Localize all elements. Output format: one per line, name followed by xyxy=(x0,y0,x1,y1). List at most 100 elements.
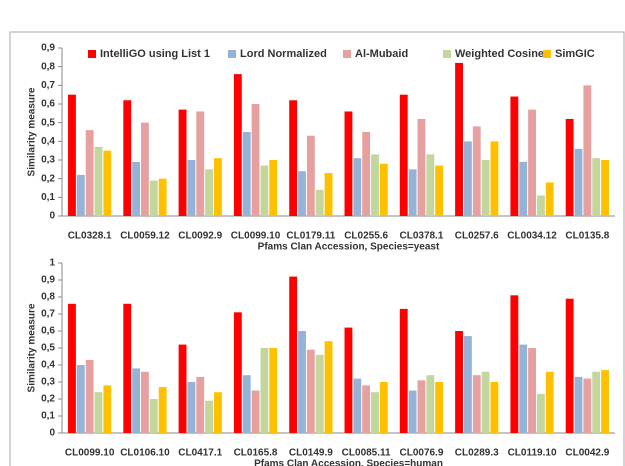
bar xyxy=(269,160,278,216)
x-tick-label: CL0034.12 xyxy=(507,231,557,242)
bar xyxy=(85,359,94,433)
legend-swatch xyxy=(543,50,551,58)
y-tick-label: 0,1 xyxy=(41,411,55,422)
legend-swatch xyxy=(443,50,451,58)
bar xyxy=(463,336,472,433)
y-tick-label: 0 xyxy=(49,428,55,439)
bar xyxy=(545,371,554,433)
y-tick-label: 1 xyxy=(49,258,55,269)
bar xyxy=(103,150,112,216)
x-tick-label: CL0179.11 xyxy=(286,231,335,242)
bar xyxy=(233,74,242,216)
bar xyxy=(519,161,528,216)
bar xyxy=(601,370,609,433)
bar xyxy=(315,354,324,433)
x-tick-label: CL0085.11 xyxy=(342,448,391,459)
bar xyxy=(426,154,435,216)
legend-swatch xyxy=(228,50,236,58)
bar xyxy=(536,195,545,216)
bar xyxy=(158,387,167,433)
y-tick-label: 0,8 xyxy=(41,292,55,303)
bar xyxy=(545,182,554,216)
bar xyxy=(519,344,528,433)
bar xyxy=(251,390,260,433)
y-tick-label: 0,4 xyxy=(41,136,55,147)
bar xyxy=(455,62,463,216)
x-tick-label: CL0289.3 xyxy=(455,448,499,459)
bar xyxy=(481,160,490,216)
bar xyxy=(214,158,222,216)
x-tick-label: CL0417.1 xyxy=(178,448,222,459)
bar xyxy=(123,303,132,433)
bar xyxy=(132,368,141,433)
x-tick-label: CL0099.10 xyxy=(65,448,115,459)
y-tick-label: 0,4 xyxy=(41,360,55,371)
bar xyxy=(214,392,222,433)
y-tick-label: 0 xyxy=(49,211,55,222)
bar xyxy=(435,165,444,216)
y-tick-label: 0,2 xyxy=(41,173,55,184)
bar xyxy=(565,118,574,216)
x-tick-label: CL0165.8 xyxy=(234,448,278,459)
bar xyxy=(242,375,251,433)
bar xyxy=(362,132,371,216)
y-tick-label: 0,2 xyxy=(41,394,55,405)
bar xyxy=(510,96,519,216)
bar xyxy=(205,169,214,216)
bar xyxy=(583,378,592,433)
bar xyxy=(187,382,196,433)
bar xyxy=(178,109,187,216)
bar xyxy=(123,100,132,216)
legend-swatch xyxy=(343,50,351,58)
y-tick-label: 0,7 xyxy=(41,80,55,91)
y-tick-label: 0,5 xyxy=(41,343,55,354)
bar xyxy=(298,171,306,216)
bar xyxy=(251,104,260,216)
bar xyxy=(205,400,214,433)
bar xyxy=(94,392,103,433)
bar xyxy=(371,154,379,216)
bar xyxy=(455,331,463,433)
x-tick-label: CL0255.6 xyxy=(344,231,388,242)
bar xyxy=(187,160,196,216)
x-tick-label: CL0149.9 xyxy=(289,448,333,459)
bar xyxy=(536,393,545,433)
y-tick-label: 0,6 xyxy=(41,326,55,337)
bar xyxy=(371,392,379,433)
y-tick-label: 0,6 xyxy=(41,99,55,110)
bar xyxy=(149,399,158,433)
bar xyxy=(94,146,103,216)
bar xyxy=(344,111,353,216)
bar xyxy=(574,148,583,216)
y-tick-label: 0,9 xyxy=(41,275,55,286)
bar xyxy=(490,382,499,433)
bar xyxy=(233,312,242,433)
bar xyxy=(158,178,167,216)
bar xyxy=(298,331,306,433)
y-tick-label: 0,5 xyxy=(41,117,55,128)
x-tick-label: CL0257.6 xyxy=(455,231,499,242)
bar xyxy=(528,109,536,216)
bar xyxy=(269,348,278,433)
x-tick-label: CL0092.9 xyxy=(178,231,222,242)
bar xyxy=(472,375,481,433)
bar xyxy=(417,380,426,433)
bar xyxy=(68,94,76,216)
bar xyxy=(472,126,481,216)
bar xyxy=(306,135,315,216)
bar xyxy=(353,378,362,433)
x-axis-label: Pfams Clan Accession, Species=human xyxy=(254,459,443,466)
bar xyxy=(528,348,536,433)
legend-swatch xyxy=(88,50,96,58)
bar xyxy=(379,382,388,433)
y-tick-label: 0,3 xyxy=(41,155,55,166)
bar xyxy=(592,371,601,433)
bar xyxy=(463,141,472,216)
bar xyxy=(141,371,149,433)
bar xyxy=(481,371,490,433)
x-tick-label: CL0328.1 xyxy=(68,231,112,242)
bar xyxy=(408,390,417,433)
bar xyxy=(399,308,408,433)
x-tick-label: CL0076.9 xyxy=(399,448,443,459)
